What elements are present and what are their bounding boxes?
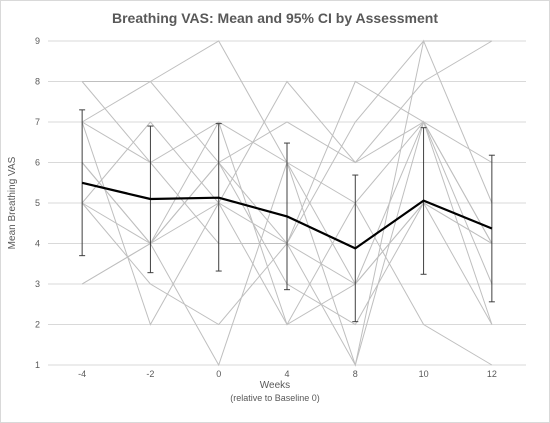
y-tick-label-1: 1 (35, 360, 40, 370)
y-tick-label-3: 3 (35, 279, 40, 289)
individual-series-line-11 (81, 121, 493, 366)
x-tick-label-5: 10 (419, 369, 429, 379)
mean-series-group (81, 181, 493, 250)
x-tick-label-0: -4 (78, 369, 86, 379)
x-axis-sublabel: (relative to Baseline 0) (230, 393, 320, 403)
y-tick-label-7: 7 (35, 117, 40, 127)
y-tick-label-4: 4 (35, 239, 40, 249)
x-tick-label-2: 0 (216, 369, 221, 379)
x-tick-label-4: 8 (353, 369, 358, 379)
y-tick-label-8: 8 (35, 77, 40, 87)
y-tick-label-2: 2 (35, 320, 40, 330)
y-tick-labels: 1 2 3 4 5 6 7 8 9 (35, 36, 40, 370)
x-tick-label-6: 12 (487, 369, 497, 379)
y-axis-label: Mean Breathing VAS (7, 156, 18, 249)
y-tick-label-5: 5 (35, 198, 40, 208)
y-tick-label-6: 6 (35, 158, 40, 168)
x-tick-labels: -4 -2 0 4 8 10 12 (78, 369, 497, 379)
mean-line (81, 181, 493, 250)
x-axis-label: Weeks (260, 380, 290, 391)
x-tick-label-3: 4 (284, 369, 289, 379)
x-tick-label-1: -2 (146, 369, 154, 379)
y-tick-label-9: 9 (35, 36, 40, 46)
chart-title: Breathing VAS: Mean and 95% CI by Assess… (112, 10, 438, 26)
